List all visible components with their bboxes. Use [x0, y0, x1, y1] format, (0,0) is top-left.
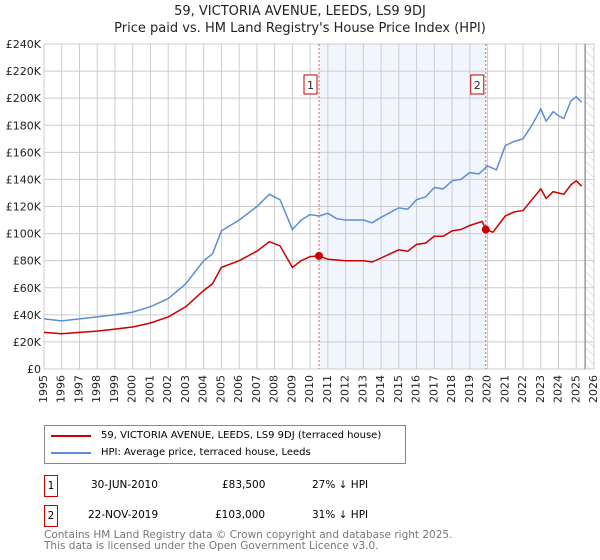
x-tick-label: 2000 — [126, 375, 139, 403]
sale-date: 22-NOV-2019 — [88, 509, 159, 521]
y-tick-label: £60K — [13, 282, 42, 295]
x-tick-label: 1997 — [72, 375, 85, 403]
y-tick-label: £100K — [6, 228, 42, 241]
x-tick-label: 2017 — [427, 375, 440, 403]
x-tick-label: 2011 — [321, 375, 334, 403]
x-tick-label: 2024 — [552, 375, 565, 403]
sale-price: £103,000 — [215, 509, 266, 521]
series-line — [43, 95, 583, 322]
x-tick-label: 2005 — [214, 375, 227, 403]
legend-swatch-blue — [51, 451, 91, 454]
sale-label: 2 — [474, 79, 481, 92]
sale-hpi-diff: 31% ↓ HPI — [312, 509, 369, 521]
footer-line-1: Contains HM Land Registry data © Crown c… — [44, 529, 453, 541]
x-tick-label: 1996 — [55, 375, 68, 403]
legend: 59, VICTORIA AVENUE, LEEDS, LS9 9DJ (ter… — [44, 425, 406, 464]
sale-badge: 1 — [44, 475, 58, 497]
y-tick-label: £40K — [13, 309, 42, 322]
x-tick-label: 2023 — [534, 375, 547, 403]
sale-date: 30-JUN-2010 — [91, 479, 158, 491]
sale-hpi-diff: 27% ↓ HPI — [312, 479, 369, 491]
x-tick-label: 2001 — [143, 375, 156, 403]
x-tick-label: 1995 — [37, 375, 50, 403]
x-tick-label: 2026 — [587, 375, 600, 403]
footer: Contains HM Land Registry data © Crown c… — [44, 530, 452, 552]
x-tick-label: 2014 — [374, 375, 387, 403]
x-tick-label: 2019 — [463, 375, 476, 403]
x-tick-label: 2022 — [516, 375, 529, 403]
x-tick-label: 2016 — [410, 375, 423, 403]
chart-subtitle: Price paid vs. HM Land Registry's House … — [114, 21, 486, 36]
sale-point — [481, 225, 490, 234]
x-tick-label: 2002 — [161, 375, 174, 403]
footer-line-2: This data is licensed under the Open Gov… — [44, 540, 379, 552]
x-tick-label: 2015 — [392, 375, 405, 403]
x-tick-label: 2021 — [498, 375, 511, 403]
x-tick-label: 2004 — [197, 375, 210, 403]
y-tick-label: £200K — [6, 92, 42, 105]
x-tick-label: 1999 — [108, 375, 121, 403]
legend-label-hpi: HPI: Average price, terraced house, Leed… — [101, 447, 311, 458]
x-tick-label: 2009 — [285, 375, 298, 403]
x-tick-label: 2018 — [445, 375, 458, 403]
chart-title: 59, VICTORIA AVENUE, LEEDS, LS9 9DJ — [174, 4, 426, 19]
x-tick-label: 2006 — [232, 375, 245, 403]
y-tick-label: £240K — [6, 38, 42, 51]
y-tick-label: £220K — [6, 65, 42, 78]
series-line — [43, 179, 583, 335]
legend-swatch-red — [51, 434, 91, 437]
x-tick-label: 2003 — [179, 375, 192, 403]
x-tick-label: 2020 — [481, 375, 494, 403]
y-tick-label: £80K — [13, 255, 42, 268]
x-tick-label: 2013 — [356, 375, 369, 403]
sale-label: 1 — [307, 79, 314, 92]
sale-label-box — [470, 74, 485, 95]
plot-area: 1995 1996 1997 1998 1999 2000 2001 2002 2003 2004… — [6, 38, 600, 403]
x-tick-label: 2012 — [339, 375, 352, 403]
sale-point — [315, 251, 323, 260]
y-tick-label: £20K — [13, 336, 42, 349]
x-tick-label: 2008 — [268, 375, 281, 403]
sale-label-box — [303, 74, 318, 95]
y-tick-label: £0 — [27, 363, 41, 376]
sale-price: £83,500 — [222, 479, 266, 491]
y-tick-label: £160K — [6, 146, 42, 159]
x-tick-label: 2010 — [303, 375, 316, 403]
legend-label-property: 59, VICTORIA AVENUE, LEEDS, LS9 9DJ (ter… — [101, 430, 382, 441]
y-tick-label: £140K — [6, 173, 42, 186]
sale-badge: 2 — [44, 505, 58, 527]
y-tick-label: £120K — [6, 201, 42, 214]
x-tick-label: 2025 — [569, 375, 582, 403]
x-tick-label: 2007 — [250, 375, 263, 403]
x-tick-label: 1998 — [90, 375, 103, 403]
y-tick-label: £180K — [6, 119, 42, 132]
